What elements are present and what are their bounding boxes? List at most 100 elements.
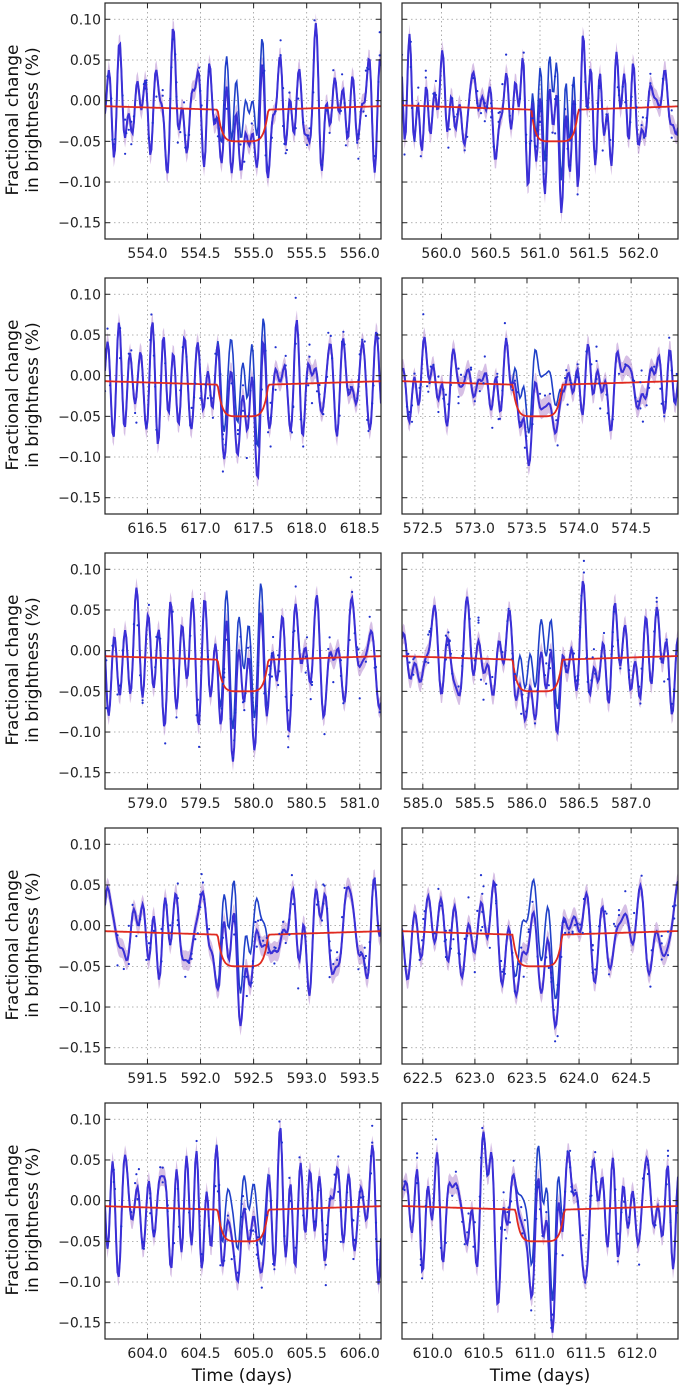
data-point bbox=[663, 415, 666, 418]
data-point bbox=[468, 617, 471, 621]
data-point bbox=[594, 1151, 597, 1154]
data-point bbox=[645, 404, 648, 407]
data-point bbox=[500, 1227, 503, 1231]
data-point bbox=[597, 87, 601, 90]
x-tick-label: 580.5 bbox=[287, 796, 327, 812]
data-point bbox=[448, 639, 451, 642]
data-point bbox=[254, 920, 257, 924]
data-point bbox=[155, 95, 158, 98]
plot-area bbox=[402, 313, 678, 476]
data-point bbox=[641, 1177, 645, 1180]
data-point bbox=[541, 1234, 544, 1237]
data-point bbox=[290, 694, 293, 697]
data-point bbox=[223, 103, 226, 106]
data-point bbox=[326, 109, 329, 112]
data-point bbox=[590, 1165, 593, 1168]
data-point bbox=[638, 1263, 641, 1266]
data-point bbox=[451, 1194, 454, 1197]
data-point bbox=[508, 114, 511, 117]
data-point bbox=[139, 918, 142, 921]
data-point bbox=[200, 873, 203, 876]
data-point bbox=[166, 1210, 169, 1213]
data-point bbox=[575, 374, 578, 377]
data-point bbox=[595, 377, 598, 381]
data-point bbox=[495, 899, 498, 903]
data-point bbox=[155, 635, 158, 639]
data-point bbox=[410, 404, 414, 407]
data-point bbox=[196, 932, 199, 935]
data-point bbox=[570, 1185, 573, 1188]
data-point bbox=[159, 1166, 162, 1169]
data-point bbox=[112, 1168, 115, 1171]
data-point bbox=[363, 957, 366, 960]
data-point bbox=[120, 1225, 123, 1228]
data-point bbox=[427, 661, 430, 664]
transit-model-line bbox=[402, 930, 678, 968]
data-point bbox=[322, 902, 325, 905]
data-point bbox=[274, 388, 277, 391]
data-point bbox=[586, 680, 589, 684]
data-point bbox=[283, 1235, 286, 1238]
data-point bbox=[195, 714, 198, 717]
data-point bbox=[255, 704, 258, 708]
data-point bbox=[666, 1149, 670, 1152]
gp-mean-line bbox=[105, 587, 381, 762]
data-point bbox=[628, 1221, 631, 1224]
data-point bbox=[152, 354, 155, 357]
data-point bbox=[605, 912, 608, 915]
data-point bbox=[363, 963, 366, 966]
transit-model-line bbox=[402, 1205, 678, 1243]
data-point bbox=[278, 670, 281, 673]
data-point bbox=[249, 389, 252, 392]
ylabel-row-2: Fractional change in brightness (%) bbox=[3, 320, 43, 471]
ylabel-row-1: Fractional change in brightness (%) bbox=[3, 45, 43, 196]
data-point bbox=[584, 1281, 587, 1284]
data-point bbox=[437, 375, 440, 378]
data-point bbox=[559, 389, 562, 392]
data-point bbox=[262, 939, 265, 942]
data-point bbox=[195, 1139, 198, 1143]
data-point bbox=[371, 1124, 374, 1127]
data-point bbox=[149, 946, 152, 949]
data-point bbox=[259, 918, 262, 922]
data-point bbox=[483, 102, 486, 105]
data-point bbox=[412, 673, 415, 676]
data-point bbox=[525, 435, 528, 438]
data-point bbox=[141, 1240, 144, 1243]
data-point bbox=[364, 966, 367, 970]
data-point bbox=[337, 1155, 340, 1158]
data-point bbox=[447, 403, 450, 406]
data-point bbox=[188, 133, 191, 136]
data-point bbox=[619, 667, 622, 670]
data-point bbox=[516, 391, 519, 394]
data-point bbox=[636, 400, 640, 403]
data-point bbox=[543, 394, 547, 397]
gp-mean-line bbox=[402, 581, 678, 736]
data-point bbox=[663, 680, 666, 683]
y-tick-label: −0.05 bbox=[58, 959, 101, 975]
data-point bbox=[545, 956, 548, 959]
data-point bbox=[589, 930, 592, 934]
data-point bbox=[513, 672, 517, 676]
x-tick-label: 610.5 bbox=[464, 1346, 504, 1362]
data-point bbox=[505, 53, 508, 56]
data-point bbox=[315, 903, 319, 906]
data-point bbox=[189, 634, 192, 637]
data-point bbox=[139, 674, 142, 677]
data-point bbox=[403, 1188, 406, 1192]
x-tick-label: 605.5 bbox=[287, 1346, 327, 1362]
data-point bbox=[134, 1182, 137, 1185]
transit-model-line bbox=[105, 1205, 381, 1243]
data-point bbox=[346, 130, 349, 134]
data-point bbox=[211, 108, 214, 111]
data-point bbox=[204, 383, 207, 386]
data-point bbox=[200, 104, 203, 107]
data-point bbox=[429, 365, 432, 368]
data-point bbox=[298, 1156, 301, 1159]
data-point bbox=[209, 394, 212, 397]
x-tick-label: 579.0 bbox=[127, 796, 167, 812]
data-point bbox=[505, 337, 508, 340]
x-tick-label: 618.5 bbox=[340, 521, 380, 537]
data-point bbox=[502, 968, 505, 971]
x-tick-label: 611.5 bbox=[566, 1346, 606, 1362]
